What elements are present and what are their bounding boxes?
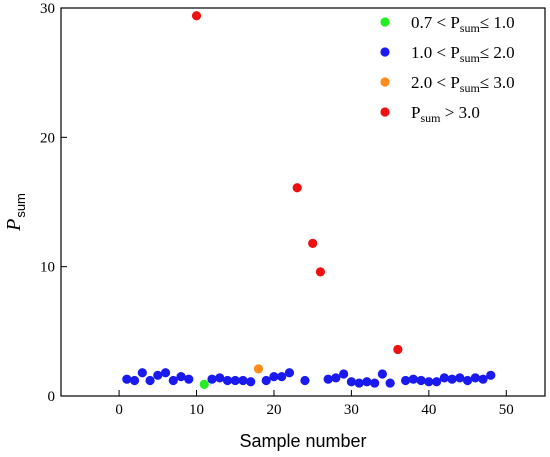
data-point	[416, 375, 426, 386]
x-tick-label: 40	[421, 402, 436, 418]
data-point	[176, 372, 186, 382]
data-point	[261, 375, 271, 386]
data-point	[323, 374, 333, 384]
legend: 0.7 < Psum≤ 1.0 1.0 < Psum≤ 2.0 2.0 < Psum…	[380, 13, 515, 125]
data-point	[277, 372, 287, 382]
y-axis-title: Psum	[3, 193, 28, 232]
data-point	[478, 374, 488, 384]
data-point	[408, 374, 418, 384]
y-tick-label: 30	[40, 1, 55, 17]
data-point	[431, 377, 442, 387]
data-point	[401, 375, 411, 386]
data-point	[308, 238, 318, 248]
data-point	[207, 374, 217, 384]
data-point	[145, 375, 155, 386]
x-tick-label: 0	[115, 402, 123, 418]
legend-label: 1.0 < Psum≤ 2.0	[411, 43, 515, 65]
legend-marker	[380, 77, 390, 87]
y-tick-label: 0	[48, 389, 56, 405]
data-point	[370, 378, 380, 388]
legend-marker	[380, 17, 390, 27]
legend-marker	[380, 47, 390, 57]
x-tick-label: 50	[499, 402, 514, 418]
data-point	[362, 377, 372, 387]
legend-label: 2.0 < Psum≤ 3.0	[411, 73, 515, 95]
plot-frame	[60, 7, 546, 397]
data-point	[470, 373, 480, 383]
data-point	[160, 368, 171, 378]
x-axis-title: Sample number	[239, 431, 366, 451]
data-point	[292, 183, 302, 193]
data-point	[137, 368, 147, 378]
data-point	[122, 374, 132, 384]
data-point	[447, 374, 457, 384]
data-point	[153, 370, 163, 380]
data-point	[377, 369, 387, 379]
y-axis-title-main: P	[3, 219, 25, 232]
data-point	[269, 372, 279, 382]
data-point	[238, 375, 248, 386]
data-point	[455, 373, 465, 383]
data-point	[354, 378, 364, 388]
data-point	[331, 373, 341, 383]
axis-ticks: 0 10 20 30 40 50 0 10 20 30	[40, 1, 514, 418]
data-point	[284, 368, 295, 378]
data-point	[199, 379, 209, 389]
data-point	[246, 377, 256, 387]
y-tick-label: 20	[40, 130, 55, 146]
data-point	[300, 375, 310, 386]
data-point	[230, 375, 240, 386]
data-point	[346, 377, 356, 387]
data-point	[439, 373, 449, 383]
data-point	[191, 11, 202, 21]
data-point	[462, 375, 473, 386]
data-point	[129, 375, 140, 386]
data-points	[122, 11, 496, 389]
data-point	[215, 373, 225, 383]
data-point	[315, 267, 326, 277]
legend-label: 0.7 < Psum≤ 1.0	[411, 13, 515, 35]
data-point	[184, 374, 194, 384]
data-point	[393, 344, 403, 355]
data-point	[253, 364, 264, 374]
data-point	[385, 378, 395, 388]
data-point	[222, 375, 233, 386]
data-point	[486, 370, 496, 380]
x-tick-label: 20	[266, 402, 281, 418]
data-point	[339, 369, 349, 379]
legend-marker	[380, 107, 390, 117]
x-tick-label: 30	[344, 402, 359, 418]
y-tick-label: 10	[40, 260, 55, 276]
data-point	[168, 375, 178, 386]
x-tick-label: 10	[189, 402, 204, 418]
y-axis-title-subscript: sum	[13, 193, 28, 218]
data-point	[424, 377, 434, 387]
legend-label: Psum > 3.0	[411, 103, 480, 125]
